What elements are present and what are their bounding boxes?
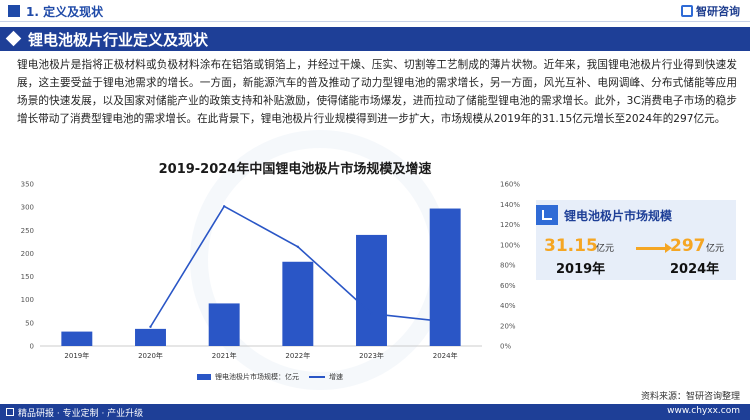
footer-url[interactable]: www.chyxx.com — [667, 406, 740, 416]
brand-logo-icon — [681, 5, 693, 17]
x-tick-label: 2024年 — [433, 351, 458, 360]
growth-point — [222, 205, 226, 208]
legend-line-label: 增速 — [329, 373, 343, 381]
section-label: 1. 定义及现状 — [26, 5, 104, 19]
report-icon — [6, 408, 14, 416]
growth-point — [443, 320, 447, 323]
y-left-tick-label: 200 — [21, 250, 34, 258]
y-right-tick-label: 120% — [500, 221, 520, 229]
card-header: 锂电池极片市场规模 — [536, 205, 673, 225]
y-left-tick-label: 0 — [30, 343, 34, 351]
y-right-tick-label: 140% — [500, 201, 520, 209]
description-paragraph: 锂电池极片是指将正极材料或负极材料涂布在铝箔或铜箔上，并经过干燥、压实、切割等工… — [17, 59, 737, 125]
end-value: 297 — [670, 236, 706, 256]
legend-bar-swatch — [197, 374, 211, 380]
bar — [429, 208, 461, 346]
chart-legend: 锂电池极片市场规模：亿元 增速 — [197, 372, 343, 382]
chart-icon — [536, 205, 558, 225]
x-tick-label: 2020年 — [138, 351, 163, 360]
brand-name: 智研咨询 — [696, 5, 740, 18]
footer-bar: 精品研报 · 专业定制 · 产业升级 www.chyxx.com — [0, 404, 750, 420]
market-chart: 0 50 100 150 200 250 300 350 0% 20% 40% 60% 80% 100% 1… — [21, 181, 521, 361]
page-title: 锂电池极片行业定义及现状 — [28, 31, 209, 49]
y-right-tick-label: 160% — [500, 181, 520, 189]
y-right-tick-label: 0% — [500, 343, 511, 351]
end-unit: 亿元 — [706, 244, 725, 254]
growth-point — [370, 312, 373, 315]
source-note: 资料来源：智研咨询整理 — [640, 392, 740, 402]
x-tick-label: 2022年 — [285, 351, 310, 360]
y-left-tick-label: 150 — [21, 273, 34, 281]
x-tick-label: 2021年 — [212, 351, 237, 360]
bar — [282, 261, 314, 346]
start-value: 31.15 — [544, 236, 598, 256]
chart-title: 2019-2024年中国锂电池极片市场规模及增速 — [158, 162, 432, 177]
arrow-right-icon — [636, 243, 672, 253]
section-square-icon — [8, 5, 20, 17]
y-right-tick-label: 80% — [500, 262, 516, 270]
legend-line-item: 增速 — [309, 372, 343, 382]
brand-logo: 智研咨询 — [681, 3, 740, 19]
legend-bar-item: 锂电池极片市场规模：亿元 — [197, 372, 299, 382]
y-left-tick-label: 100 — [21, 296, 34, 304]
legend-bar-label: 锂电池极片市场规模：亿元 — [215, 373, 299, 381]
y-right-tick-label: 20% — [500, 322, 516, 330]
y-right-tick-label: 40% — [500, 302, 516, 310]
diamond-icon — [5, 30, 22, 47]
y-left-tick-label: 350 — [21, 181, 34, 189]
title-banner: 锂电池极片行业定义及现状 — [0, 27, 750, 51]
x-tick-label: 2023年 — [359, 351, 384, 360]
market-size-card: 锂电池极片市场规模 31.15 亿元 2019年 297 亿元 2024年 — [536, 200, 736, 280]
end-year: 2024年 — [670, 262, 720, 277]
header-divider — [0, 21, 750, 22]
y-left-tick-label: 50 — [25, 319, 34, 327]
growth-point — [149, 325, 152, 328]
bar — [356, 234, 387, 346]
growth-point — [296, 245, 300, 248]
y-right-tick-label: 60% — [500, 282, 516, 290]
y-left-tick-label: 250 — [21, 227, 34, 235]
start-year: 2019年 — [556, 262, 606, 277]
x-tick-label: 2019年 — [64, 351, 89, 360]
card-label: 锂电池极片市场规模 — [564, 208, 673, 223]
footer-slogan: 精品研报 · 专业定制 · 产业升级 — [18, 409, 144, 419]
start-unit: 亿元 — [596, 244, 615, 254]
bar — [208, 303, 240, 346]
y-right-tick-label: 100% — [500, 241, 520, 249]
section-header: 1. 定义及现状 智研咨询 — [0, 0, 750, 24]
y-left-tick-label: 300 — [21, 204, 34, 212]
bar — [135, 328, 166, 346]
legend-line-swatch — [309, 376, 325, 378]
bar — [61, 331, 93, 346]
